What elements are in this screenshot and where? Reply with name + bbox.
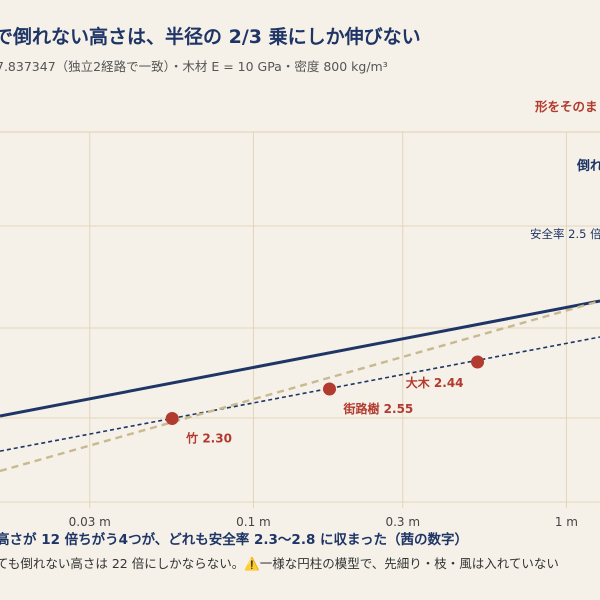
x-tick-label: 0.03 m [69,515,111,529]
data-point [165,412,179,426]
data-point [471,355,485,369]
footer-headline: 高さが 12 倍ちがう4つが、どれも安全率 2.3〜2.8 に収まった（茜の数字… [0,532,468,548]
series-lines [0,299,600,473]
data-point-label: 竹 2.30 [185,431,232,446]
series-label-solid: 倒れ [576,158,600,174]
horizontal-grid [0,225,600,503]
x-tick-labels: 0.03 m 0.1 m 0.3 m 1 m [69,515,578,529]
series-line [0,299,600,418]
data-point [323,382,337,396]
chart-title: で倒れない高さは、半径の 2/3 乗にしか伸びない [0,26,421,48]
series-label-safety: 安全率 2.5 倍 [530,227,600,241]
series-line [0,336,600,452]
data-points: 竹 2.30 街路樹 2.55 大木 2.44 [165,355,485,446]
top-right-annotation: 形をそのま [535,99,598,114]
x-tick-label: 0.1 m [236,515,271,529]
data-point-label: 街路樹 2.55 [343,401,414,416]
chart-subtitle: 7.837347（独立2経路で一致）・木材 E = 10 GPa・密度 800 … [0,59,388,74]
footer-note: ても倒れない高さは 22 倍にしかならない。⚠️一様な円柱の模型で、先細り・枝・… [0,556,559,571]
x-tick-label: 0.3 m [385,515,420,529]
series-line [0,299,600,473]
x-tick-label: 1 m [555,515,578,529]
data-point-label: 大木 2.44 [406,375,464,390]
vertical-grid [89,132,567,508]
